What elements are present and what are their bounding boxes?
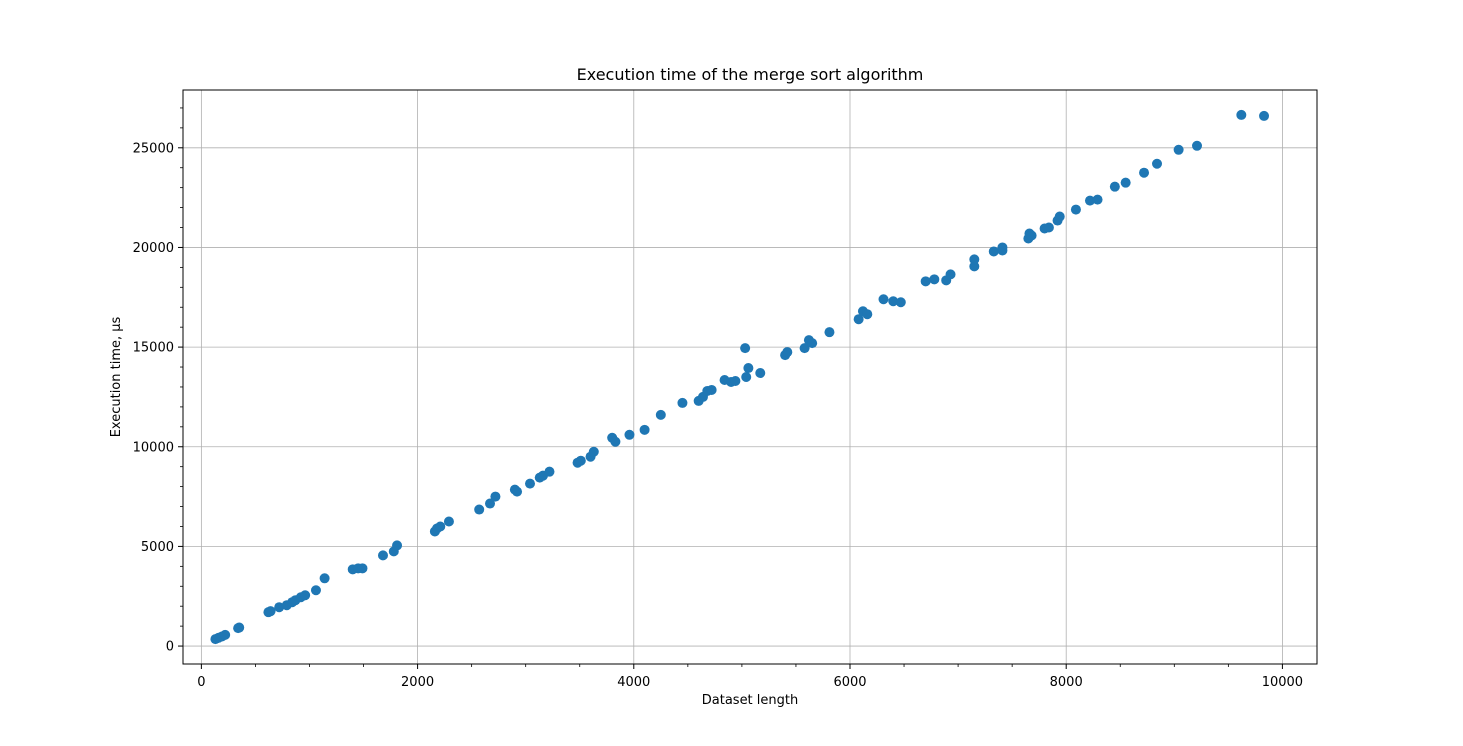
data-point bbox=[610, 436, 621, 447]
y-axis-label: Execution time, μs bbox=[109, 316, 124, 437]
data-point bbox=[1120, 177, 1131, 188]
data-point bbox=[265, 606, 276, 617]
data-point bbox=[920, 276, 931, 287]
data-point bbox=[220, 629, 231, 640]
data-point bbox=[485, 498, 496, 509]
data-point bbox=[741, 372, 752, 382]
data-point bbox=[1192, 140, 1203, 151]
data-point bbox=[888, 296, 899, 307]
data-point bbox=[319, 573, 330, 584]
data-point bbox=[878, 294, 889, 305]
data-point bbox=[1070, 204, 1081, 215]
data-point bbox=[474, 504, 485, 515]
data-point bbox=[799, 343, 810, 354]
data-point bbox=[969, 261, 980, 272]
data-point bbox=[853, 314, 864, 325]
data-point bbox=[969, 254, 980, 265]
data-point bbox=[755, 368, 766, 379]
data-point bbox=[490, 491, 501, 502]
y-tick-label: 25000 bbox=[133, 141, 174, 156]
data-point bbox=[274, 602, 285, 613]
data-point bbox=[824, 327, 835, 338]
data-point bbox=[357, 563, 368, 574]
x-tick-label: 2000 bbox=[401, 675, 434, 690]
plot-frame bbox=[182, 89, 1318, 665]
x-tick-label: 0 bbox=[197, 675, 205, 690]
data-point bbox=[310, 585, 321, 596]
data-point bbox=[544, 466, 555, 477]
data-point bbox=[740, 343, 751, 354]
data-point bbox=[1084, 195, 1095, 206]
data-point bbox=[988, 246, 999, 257]
data-point bbox=[1092, 194, 1103, 205]
data-point bbox=[1109, 181, 1120, 192]
data-point bbox=[743, 363, 754, 374]
data-point bbox=[730, 375, 741, 386]
data-point bbox=[525, 478, 536, 489]
grid-lines bbox=[183, 90, 1317, 664]
data-point bbox=[512, 486, 523, 497]
data-point bbox=[624, 429, 635, 440]
data-point bbox=[435, 521, 446, 532]
data-point bbox=[1054, 211, 1065, 222]
data-points bbox=[210, 109, 1270, 645]
data-point bbox=[862, 309, 873, 320]
data-point bbox=[997, 245, 1008, 256]
data-point bbox=[895, 297, 906, 308]
data-point bbox=[1026, 230, 1037, 241]
data-point bbox=[443, 516, 454, 527]
data-point bbox=[677, 397, 688, 408]
axis-ticks: 0 2000 4000 6000 8000 10000 0 5000 10000 15000 200… bbox=[133, 107, 1303, 690]
data-point bbox=[234, 622, 245, 633]
y-tick-label: 5000 bbox=[141, 540, 174, 555]
data-point bbox=[929, 274, 940, 285]
data-point bbox=[782, 347, 793, 358]
data-point bbox=[1259, 110, 1270, 121]
data-point bbox=[300, 590, 311, 601]
data-point bbox=[392, 540, 403, 551]
x-tick-label: 8000 bbox=[1050, 675, 1083, 690]
y-tick-label: 10000 bbox=[133, 440, 174, 455]
y-tick-label: 15000 bbox=[133, 341, 174, 356]
y-tick-label: 0 bbox=[166, 640, 174, 655]
data-point bbox=[1236, 109, 1247, 120]
data-point bbox=[588, 446, 599, 457]
x-axis-label: Dataset length bbox=[702, 693, 798, 708]
data-point bbox=[1139, 167, 1150, 178]
data-point bbox=[377, 550, 388, 561]
x-tick-label: 6000 bbox=[833, 675, 866, 690]
data-point bbox=[1043, 222, 1054, 233]
data-point bbox=[706, 384, 717, 395]
chart-title: Execution time of the merge sort algorit… bbox=[577, 65, 924, 84]
data-point bbox=[575, 455, 586, 466]
x-tick-label: 10000 bbox=[1262, 675, 1303, 690]
data-point bbox=[639, 424, 650, 435]
data-point bbox=[945, 269, 956, 280]
data-point bbox=[655, 409, 666, 420]
data-point bbox=[1152, 158, 1163, 169]
y-tick-label: 20000 bbox=[133, 241, 174, 256]
x-tick-label: 4000 bbox=[617, 675, 650, 690]
data-point bbox=[1173, 144, 1184, 155]
data-point bbox=[807, 338, 818, 349]
